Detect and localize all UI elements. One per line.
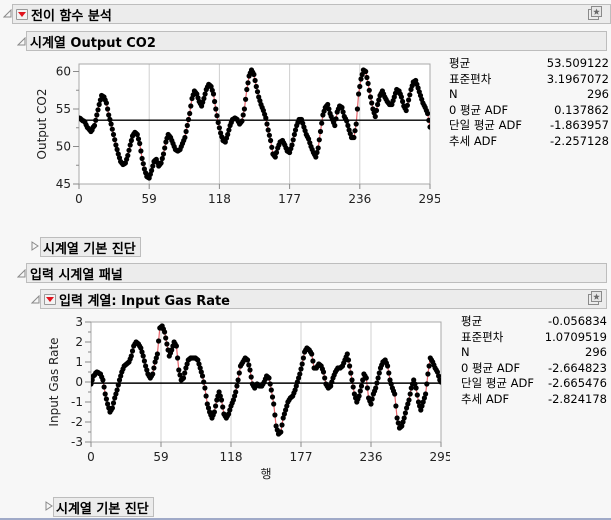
- stat-label: 표준편차: [461, 329, 504, 344]
- stat-row: N 296: [449, 87, 609, 103]
- svg-text:59: 59: [142, 192, 157, 205]
- svg-text:45: 45: [56, 177, 71, 191]
- svg-text:Input Gas Rate: Input Gas Rate: [47, 337, 61, 426]
- stat-row: 평균 -0.056834: [461, 314, 607, 330]
- stat-row: 0 평균 ADF -2.664823: [461, 361, 607, 377]
- svg-text:행: 행: [260, 466, 271, 481]
- output-diagnostics-header[interactable]: 시계열 기본 진단: [40, 237, 141, 257]
- svg-text:50: 50: [56, 140, 71, 154]
- svg-text:295: 295: [419, 192, 440, 205]
- stat-value: -2.664823: [547, 360, 607, 375]
- svg-text:0: 0: [87, 450, 95, 464]
- output-series-title: 시계열 Output CO2: [30, 35, 156, 51]
- svg-text:295: 295: [430, 450, 450, 464]
- stat-value: 1.0709519: [544, 329, 607, 344]
- output-stats-table: 평균 53.509122 표준편차 3.1967072 N 296 0 평균 ADF 0…: [449, 56, 609, 149]
- star-pin-icon[interactable]: [588, 6, 603, 21]
- stat-label: 추세 ADF: [449, 133, 498, 148]
- stat-value: -2.257128: [549, 133, 609, 148]
- stat-row: N 296: [461, 345, 607, 361]
- stat-row: 단일 평균 ADF -1.863957: [449, 118, 609, 134]
- red-triangle-menu-icon[interactable]: [44, 293, 56, 305]
- stat-label: 평균: [461, 314, 483, 328]
- svg-text:59: 59: [153, 450, 168, 464]
- stat-label: N: [461, 345, 470, 359]
- stat-row: 평균 53.509122: [449, 56, 609, 72]
- disclosure-expanded-icon[interactable]: [17, 37, 27, 47]
- disclosure-collapsed-icon[interactable]: [45, 501, 55, 511]
- svg-text:-3: -3: [71, 435, 83, 449]
- svg-text:236: 236: [360, 450, 383, 464]
- input-panel-header[interactable]: 입력 시계열 패널: [26, 263, 607, 283]
- star-pin-icon[interactable]: [588, 291, 603, 306]
- diagnostics-label: 시계열 기본 진단: [43, 241, 136, 257]
- svg-text:-2: -2: [71, 415, 83, 429]
- disclosure-expanded-icon[interactable]: [31, 295, 41, 305]
- disclosure-expanded-icon[interactable]: [17, 269, 27, 279]
- output-series-header[interactable]: 시계열 Output CO2: [26, 31, 607, 51]
- svg-text:60: 60: [56, 65, 71, 79]
- stat-value: 3.1967072: [546, 71, 609, 86]
- svg-text:55: 55: [56, 102, 71, 116]
- stat-row: 표준편차 3.1967072: [449, 72, 609, 88]
- report-title: 전이 함수 분석: [31, 8, 112, 24]
- svg-text:1: 1: [75, 355, 83, 369]
- stat-value: -1.863957: [549, 118, 609, 132]
- stat-label: 0 평균 ADF: [461, 360, 521, 375]
- svg-text:118: 118: [208, 192, 231, 205]
- stat-value: -2.665476: [547, 376, 607, 390]
- svg-text:-1: -1: [71, 395, 83, 409]
- stat-value: 296: [585, 345, 607, 359]
- svg-text:0: 0: [75, 375, 83, 389]
- stat-value: 53.509122: [546, 56, 609, 70]
- stat-label: N: [449, 87, 458, 101]
- stat-value: 0.137862: [554, 102, 609, 117]
- svg-text:177: 177: [278, 192, 301, 205]
- window-bottom-border: [0, 518, 611, 520]
- input-diagnostics-header[interactable]: 시계열 기본 진단: [53, 497, 154, 517]
- input-gas-rate-chart: -3 -2 -1 0 1 2 3 0 59 118 177 236 295 행 Input Gas Rate: [47, 315, 450, 481]
- input-stats-table: 평균 -0.056834 표준편차 1.0709519 N 296 0 평균 ADF -…: [461, 314, 607, 407]
- disclosure-expanded-icon[interactable]: [3, 9, 13, 19]
- input-panel-title: 입력 시계열 패널: [30, 267, 123, 283]
- stat-row: 0 평균 ADF 0.137862: [449, 103, 609, 119]
- report-header[interactable]: 전이 함수 분석: [12, 4, 611, 24]
- stat-row: 추세 ADF -2.257128: [449, 134, 609, 150]
- svg-text:2: 2: [75, 335, 83, 349]
- disclosure-collapsed-icon[interactable]: [31, 241, 41, 251]
- stat-label: 표준편차: [449, 71, 492, 86]
- svg-text:Output CO2: Output CO2: [35, 89, 49, 160]
- diagnostics-label: 시계열 기본 진단: [56, 501, 149, 517]
- stat-value: -2.824178: [547, 391, 607, 406]
- stat-row: 표준편차 1.0709519: [461, 330, 607, 346]
- red-triangle-menu-icon[interactable]: [16, 8, 28, 20]
- stat-label: 평균: [449, 56, 471, 70]
- svg-text:177: 177: [290, 450, 313, 464]
- output-co2-chart: 45505560059118177236295행Output CO2: [35, 63, 440, 205]
- svg-text:118: 118: [220, 450, 243, 464]
- input-series-header[interactable]: 입력 계열: Input Gas Rate: [40, 289, 607, 309]
- svg-text:236: 236: [348, 192, 371, 205]
- stat-label: 0 평균 ADF: [449, 102, 509, 117]
- stat-label: 단일 평균 ADF: [461, 376, 534, 390]
- stat-value: 296: [587, 87, 609, 101]
- stat-row: 추세 ADF -2.824178: [461, 392, 607, 408]
- stat-label: 추세 ADF: [461, 391, 510, 406]
- stat-value: -0.056834: [547, 314, 607, 328]
- svg-text:3: 3: [75, 315, 83, 329]
- svg-text:0: 0: [75, 192, 83, 205]
- stat-row: 단일 평균 ADF -2.665476: [461, 376, 607, 392]
- input-series-title: 입력 계열: Input Gas Rate: [59, 293, 231, 309]
- stat-label: 단일 평균 ADF: [449, 118, 522, 132]
